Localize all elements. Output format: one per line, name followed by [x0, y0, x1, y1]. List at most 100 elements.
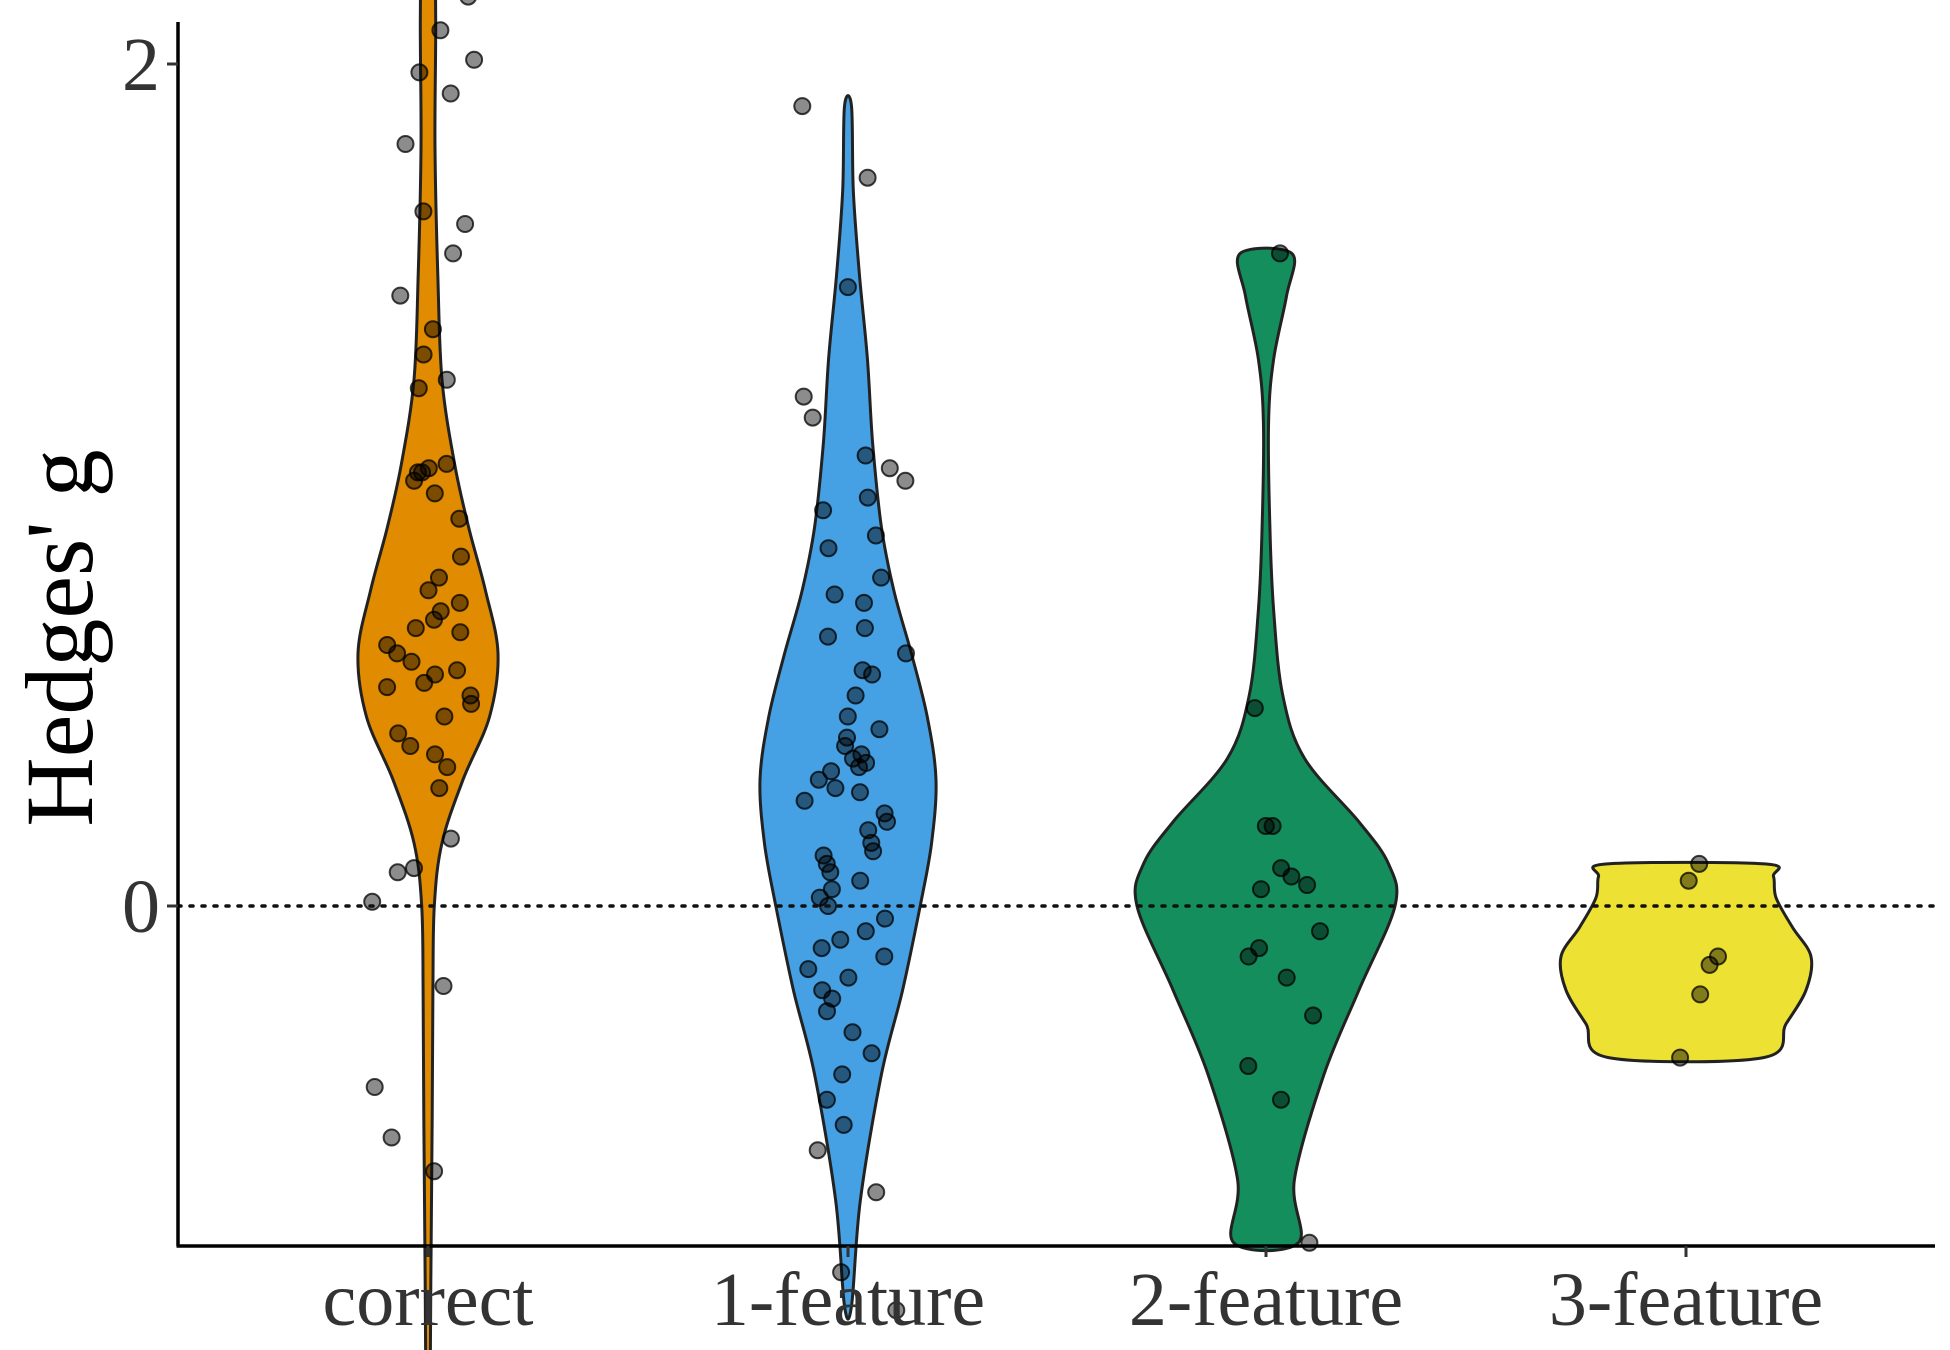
data-point-2-feature: [1252, 880, 1270, 899]
data-point-1-feature: [851, 871, 870, 890]
y-axis-title: Hedges' g: [6, 449, 113, 826]
x-tick-label-correct: correct: [323, 1258, 534, 1342]
data-point-correct: [388, 863, 407, 882]
data-point-correct: [414, 345, 433, 364]
data-point-1-feature: [855, 593, 873, 612]
data-point-1-feature: [812, 939, 831, 958]
data-point-2-feature: [1239, 947, 1258, 966]
data-point-correct: [430, 779, 449, 798]
data-point-correct: [425, 610, 443, 629]
data-point-correct: [437, 370, 456, 389]
data-point-1-feature: [839, 968, 858, 987]
data-point-2-feature: [1277, 968, 1296, 987]
data-point-1-feature: [834, 1115, 853, 1134]
data-point-1-feature: [822, 880, 841, 899]
y-axis-ticks: 024: [122, 23, 178, 949]
data-point-3-feature: [1691, 985, 1710, 1004]
data-point-correct: [456, 215, 475, 233]
data-point-correct: [419, 581, 438, 600]
data-point-1-feature: [875, 947, 894, 966]
data-point-correct: [437, 454, 456, 473]
data-point-1-feature: [817, 1090, 836, 1109]
data-point-3-feature: [1671, 1048, 1690, 1067]
y-tick-label: 2: [122, 23, 160, 107]
data-point-1-feature: [825, 585, 844, 604]
data-point-1-feature: [838, 707, 857, 726]
data-point-correct: [435, 707, 454, 726]
data-point-correct: [402, 652, 421, 671]
violin-3-feature: [1558, 860, 1814, 1064]
data-point-correct: [388, 644, 407, 663]
data-point-1-feature: [794, 387, 813, 406]
data-point-2-feature: [1256, 817, 1275, 835]
data-point-1-feature: [863, 665, 882, 684]
data-point-correct: [452, 547, 470, 566]
data-point-1-feature: [867, 1183, 886, 1202]
violin-2-feature: [1133, 246, 1399, 1253]
data-point-1-feature: [795, 791, 814, 810]
data-point-2-feature: [1239, 1057, 1258, 1075]
data-point-1-feature: [858, 488, 877, 507]
data-point-1-feature: [862, 1044, 881, 1063]
data-point-1-feature: [803, 408, 822, 427]
data-point-correct: [425, 484, 444, 503]
data-point-correct: [450, 593, 469, 612]
data-point-correct: [462, 694, 481, 713]
data-point-correct: [389, 724, 408, 743]
data-point-1-feature: [799, 960, 818, 979]
data-point-1-feature: [866, 526, 885, 545]
data-point-1-feature: [896, 471, 915, 490]
data-point-correct: [426, 745, 444, 764]
data-point-2-feature: [1300, 1233, 1319, 1252]
violins-layer: [356, 0, 1814, 1350]
data-point-3-feature: [1700, 955, 1719, 974]
data-point-2-feature: [1304, 1006, 1323, 1025]
data-point-1-feature: [851, 783, 869, 802]
data-point-correct: [450, 509, 469, 528]
data-point-correct: [415, 673, 434, 692]
data-point-correct: [365, 1078, 384, 1096]
data-point-correct: [465, 50, 484, 69]
data-point-correct: [441, 84, 460, 103]
data-point-1-feature: [822, 762, 841, 781]
data-point-2-feature: [1263, 817, 1282, 835]
data-point-2-feature: [1311, 922, 1329, 941]
data-point-3-feature: [1679, 871, 1698, 890]
data-point-correct: [423, 320, 442, 339]
data-point-correct: [441, 829, 460, 848]
data-point-correct: [406, 619, 425, 638]
data-point-1-feature: [850, 758, 868, 777]
data-point-1-feature: [833, 1065, 852, 1084]
data-point-1-feature: [838, 278, 857, 297]
data-point-correct: [430, 568, 448, 587]
data-point-1-feature: [843, 1023, 862, 1042]
data-point-correct: [391, 286, 410, 305]
data-point-correct: [425, 1162, 444, 1181]
data-point-correct: [378, 678, 397, 697]
data-point-correct: [405, 471, 424, 490]
x-tick-label-1-feature: 1-feature: [711, 1258, 985, 1342]
data-point-1-feature: [846, 686, 865, 705]
x-axis-ticks: correct 1-feature 2-feature 3-feature: [323, 1246, 1823, 1342]
data-point-1-feature: [836, 737, 855, 755]
data-point-1-feature: [870, 720, 889, 739]
data-point-1-feature: [880, 459, 899, 478]
data-point-2-feature: [1271, 244, 1289, 263]
data-point-1-feature: [826, 779, 845, 798]
data-point-1-feature: [809, 770, 828, 789]
data-point-correct: [396, 135, 415, 153]
data-point-1-feature: [832, 1263, 851, 1282]
data-point-1-feature: [819, 627, 837, 646]
data-point-1-feature: [887, 1301, 906, 1320]
data-point-correct: [382, 1128, 401, 1147]
data-point-1-feature: [831, 930, 850, 949]
data-point-1-feature: [858, 168, 877, 187]
data-point-1-feature: [819, 539, 838, 558]
data-point-1-feature: [864, 842, 883, 861]
data-point-correct: [444, 244, 463, 263]
points-layer: [363, 0, 1727, 1320]
data-point-1-feature: [814, 501, 833, 520]
data-point-correct: [363, 892, 382, 911]
data-point-correct: [448, 661, 467, 680]
